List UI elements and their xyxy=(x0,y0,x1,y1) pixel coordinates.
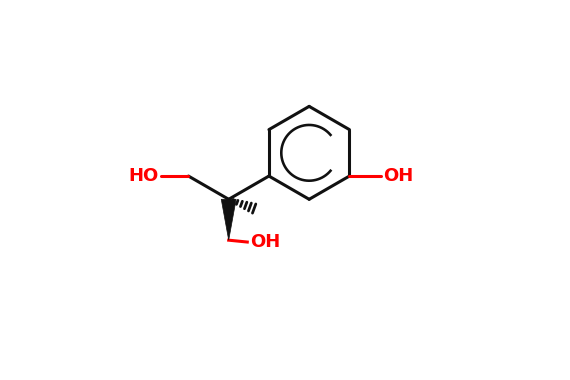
Text: HO: HO xyxy=(128,167,158,185)
Polygon shape xyxy=(221,199,236,240)
Text: OH: OH xyxy=(384,167,414,185)
Text: OH: OH xyxy=(250,233,280,251)
